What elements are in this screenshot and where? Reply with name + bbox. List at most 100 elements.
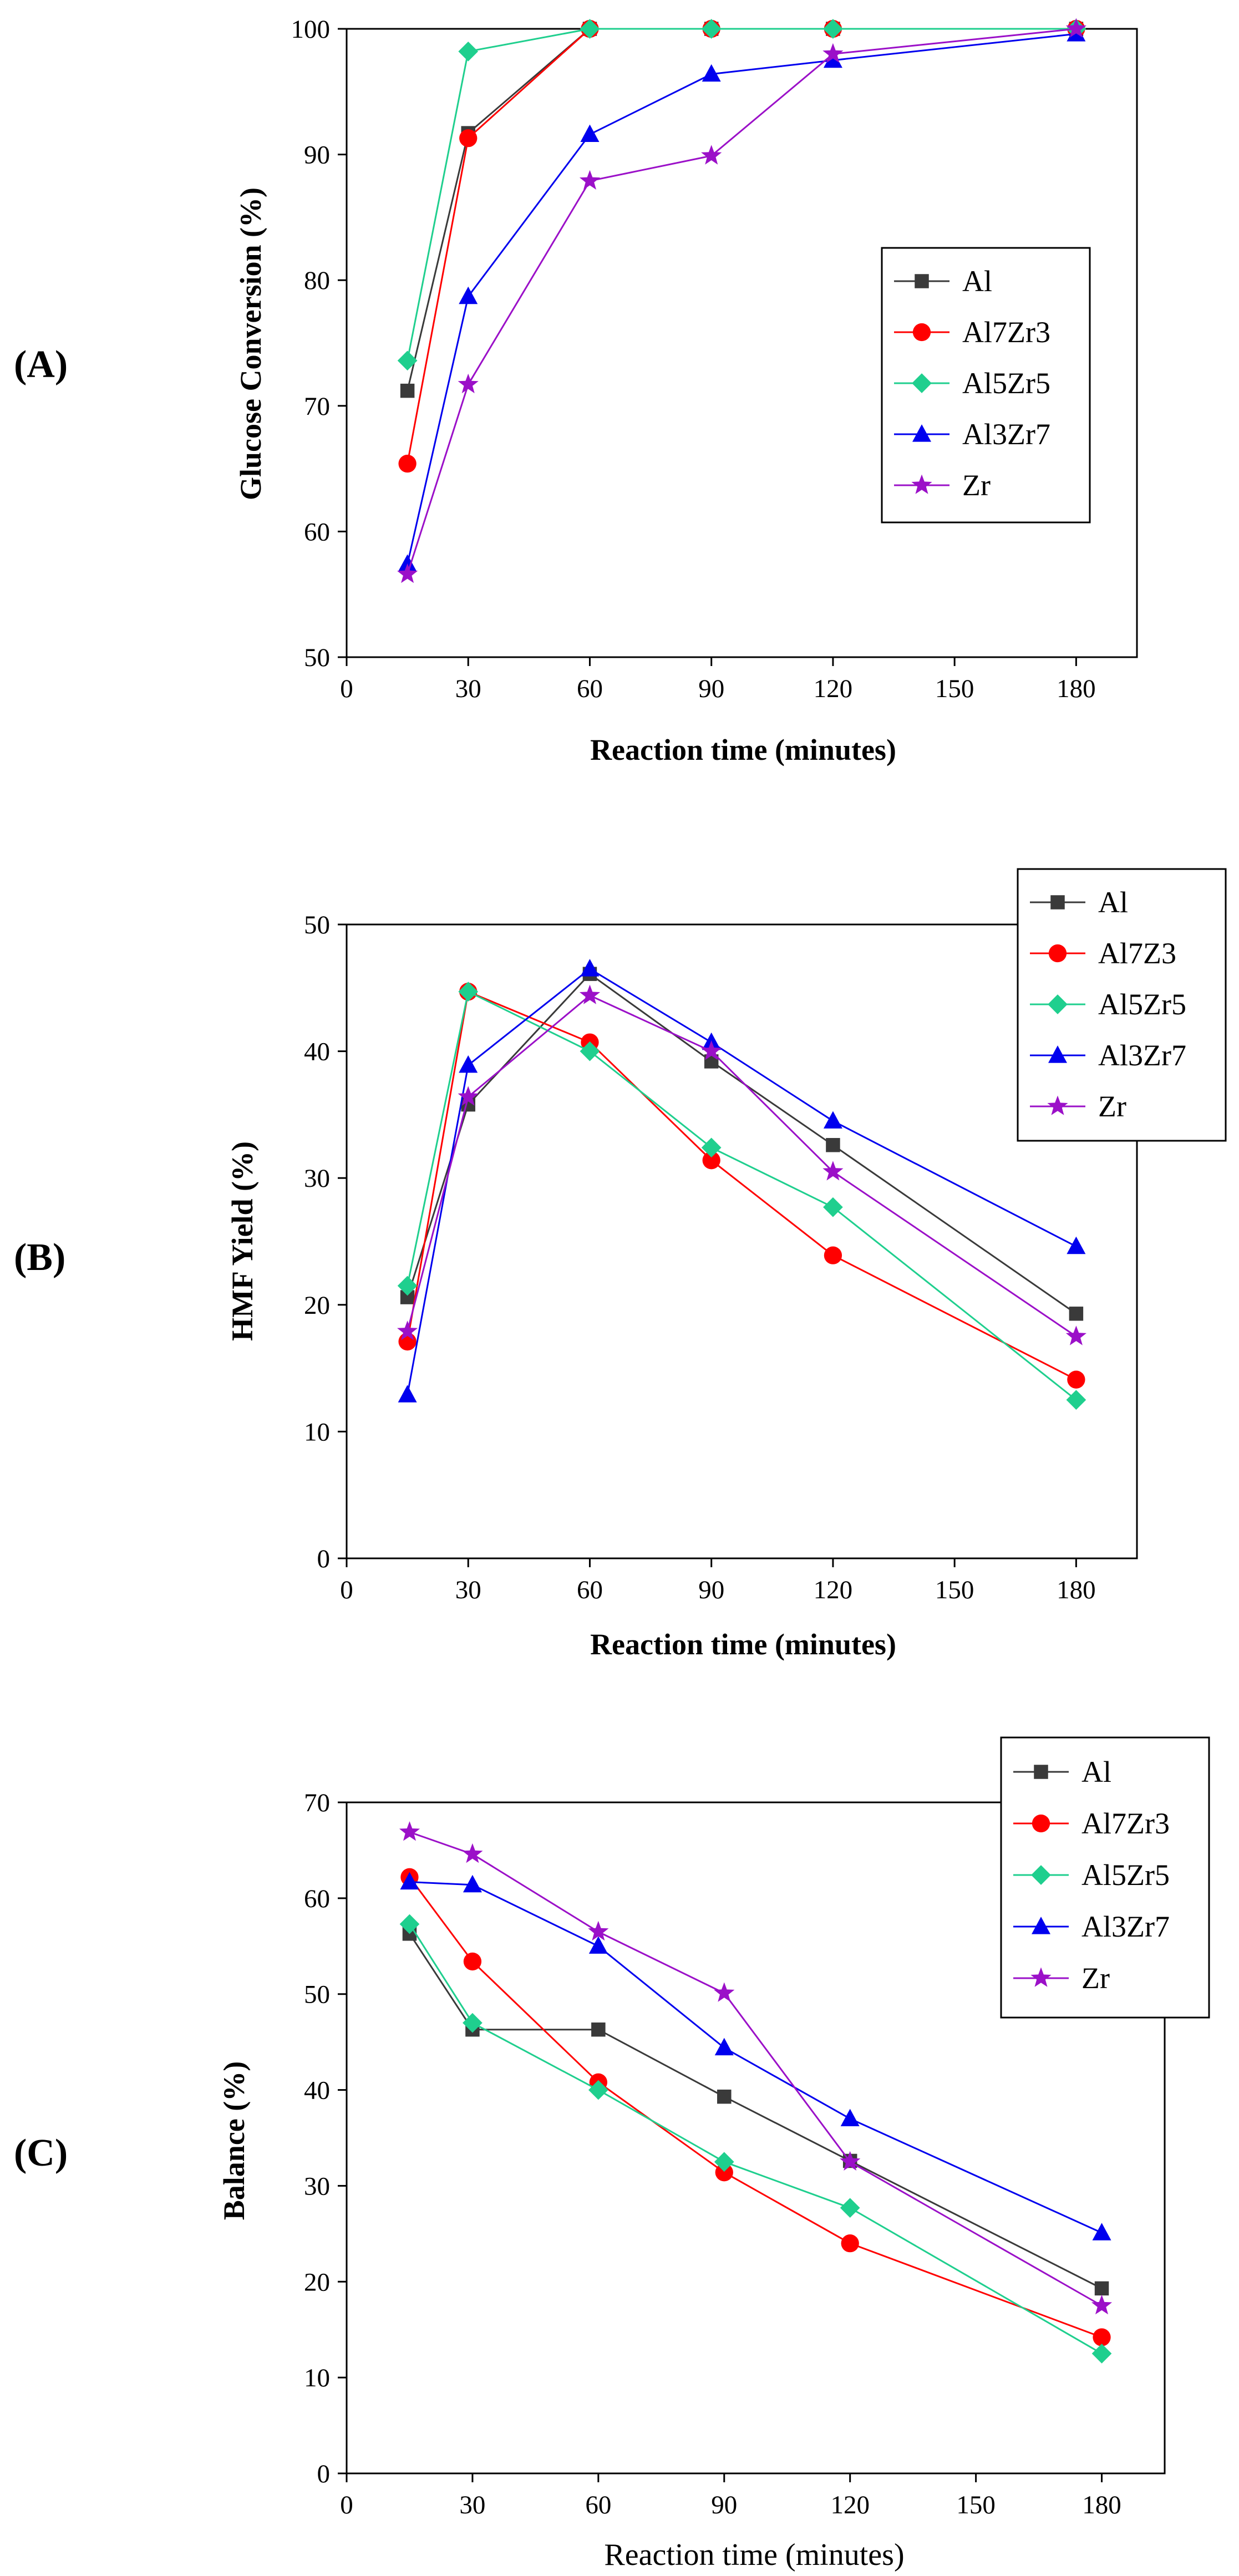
data-point xyxy=(580,19,600,39)
series-al5zr5 xyxy=(397,982,1086,1410)
series-line xyxy=(409,1923,1103,2355)
legend-label: Al xyxy=(962,265,992,298)
legend-marker xyxy=(912,323,931,342)
x-tick-label: 150 xyxy=(956,2491,996,2519)
x-tick-label: 0 xyxy=(340,674,353,703)
legend-marker xyxy=(911,474,932,494)
series-zr xyxy=(397,18,1086,583)
data-point xyxy=(398,554,417,572)
x-axis-title: Reaction time (minutes) xyxy=(590,1628,896,1661)
legend-item: Al xyxy=(894,265,992,298)
data-point xyxy=(397,563,418,583)
y-tick-label: 70 xyxy=(304,392,330,421)
data-point xyxy=(1065,1325,1086,1345)
data-point xyxy=(823,1111,842,1129)
data-point xyxy=(397,1276,418,1296)
y-tick-label: 50 xyxy=(304,643,330,672)
legend-item: Al7Z3 xyxy=(1030,937,1176,970)
data-point xyxy=(399,1914,420,1934)
data-point xyxy=(702,1151,720,1170)
legend-label: Al7Zr3 xyxy=(1081,1807,1170,1840)
series-al3zr7 xyxy=(400,1872,1111,2240)
y-axis-title: HMF Yield (%) xyxy=(226,1141,259,1341)
data-point xyxy=(823,19,843,39)
x-tick-label: 120 xyxy=(830,2491,870,2519)
data-point xyxy=(840,2108,860,2127)
panel-label: (B) xyxy=(14,1236,65,1279)
legend-label: Al xyxy=(1098,886,1128,919)
data-point xyxy=(400,1872,419,1890)
data-point xyxy=(400,383,415,398)
data-point xyxy=(463,1952,482,1971)
data-point xyxy=(1092,2223,1111,2240)
legend-label: Al5Zr5 xyxy=(1081,1858,1170,1892)
y-tick-label: 40 xyxy=(304,2076,330,2105)
x-tick-label: 150 xyxy=(935,1576,974,1604)
legend-item: Zr xyxy=(1030,1090,1126,1123)
data-point xyxy=(398,1385,417,1403)
data-point xyxy=(1066,1390,1086,1410)
legend-marker xyxy=(1048,944,1067,963)
data-point xyxy=(1093,2328,1111,2346)
data-point xyxy=(398,454,417,473)
x-axis-title: Reaction time (minutes) xyxy=(604,2538,904,2572)
y-tick-label: 0 xyxy=(317,1544,331,1573)
series-line xyxy=(407,28,1076,575)
series-al5zr5 xyxy=(397,19,1086,371)
legend-label: Al3Zr7 xyxy=(962,418,1050,451)
data-point xyxy=(458,982,479,1002)
legend-item: Zr xyxy=(1013,1962,1110,1995)
data-point xyxy=(463,1874,482,1893)
data-point xyxy=(591,2022,606,2037)
data-point xyxy=(588,1936,608,1954)
data-point xyxy=(840,2151,861,2171)
data-point xyxy=(714,1982,735,2002)
data-point xyxy=(458,1086,479,1106)
legend-label: Al3Zr7 xyxy=(1081,1910,1170,1943)
data-point xyxy=(701,1137,722,1158)
legend: Al Al7Z3 Al5Zr5 Al3Zr7 Zr xyxy=(1017,868,1227,1142)
data-point xyxy=(701,1040,722,1060)
y-tick-label: 100 xyxy=(291,15,331,44)
legend-item: Al xyxy=(1013,1755,1111,1789)
data-point xyxy=(1067,1236,1086,1254)
data-point xyxy=(714,2038,734,2056)
chart-panel-a: (A) 0 30 60 90 120 150 180 50 60 70 80 90 100 Reaction… xyxy=(14,15,1138,766)
data-point xyxy=(397,1320,418,1340)
series-line xyxy=(409,1881,1103,2234)
x-tick-label: 180 xyxy=(1057,674,1096,703)
y-tick-label: 0 xyxy=(317,2460,331,2488)
data-point xyxy=(714,2152,734,2172)
legend-item: Al5Zr5 xyxy=(1030,988,1186,1021)
data-point xyxy=(399,1821,420,1841)
chart-panel-c: (C) 0 30 60 90 120 150 180 0 10 20 30 40 50 60 70 Reacti… xyxy=(14,1736,1210,2572)
data-point xyxy=(1091,2344,1112,2364)
data-point xyxy=(580,124,600,142)
series-al3zr7 xyxy=(398,959,1086,1403)
x-tick-label: 180 xyxy=(1082,2491,1121,2519)
data-point xyxy=(459,129,478,148)
legend-label: Al7Z3 xyxy=(1098,937,1176,970)
y-tick-label: 60 xyxy=(304,1884,330,1913)
x-tick-label: 90 xyxy=(711,2491,737,2519)
y-tick-label: 10 xyxy=(304,1417,330,1446)
legend-item: Al7Zr3 xyxy=(894,316,1050,349)
y-axis-title: Glucose Conversion (%) xyxy=(234,187,267,500)
x-tick-label: 60 xyxy=(585,2491,611,2519)
data-point xyxy=(588,1920,609,1941)
data-point xyxy=(824,1246,842,1264)
data-point xyxy=(717,2089,732,2104)
legend-marker xyxy=(1031,1865,1051,1885)
y-tick-label: 10 xyxy=(304,2364,330,2392)
data-point xyxy=(823,50,842,68)
legend-marker xyxy=(915,274,929,288)
y-tick-label: 50 xyxy=(304,1980,330,2009)
chart-panel-b: (B) 0 30 60 90 120 150 180 0 10 20 30 40 50 Reaction t… xyxy=(14,868,1227,1661)
legend-marker xyxy=(912,373,932,393)
x-axis-title: Reaction time (minutes) xyxy=(590,733,896,766)
series-line xyxy=(409,1831,1103,2306)
series-zr xyxy=(399,1821,1113,2315)
x-tick-label: 150 xyxy=(935,674,974,703)
legend-label: Al xyxy=(1081,1755,1111,1789)
